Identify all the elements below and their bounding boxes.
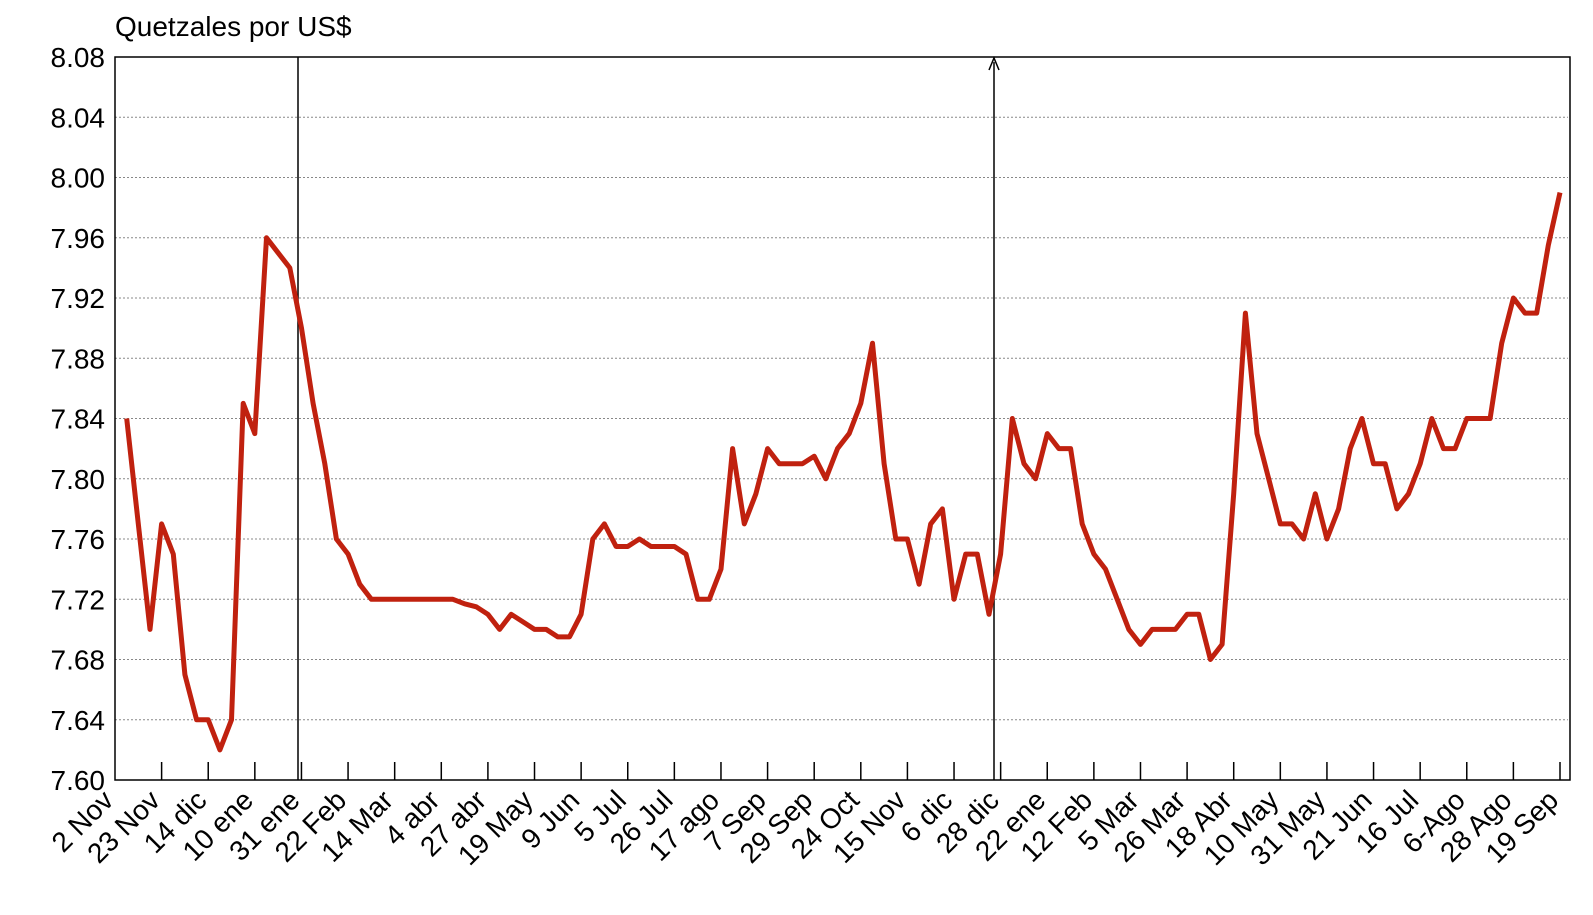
y-axis-title: Quetzales por US$ — [115, 11, 352, 42]
y-tick-label: 7.80 — [51, 464, 106, 495]
y-tick-label: 7.92 — [51, 283, 106, 314]
y-tick-label: 7.68 — [51, 645, 106, 676]
y-tick-label: 7.96 — [51, 223, 106, 254]
y-tick-label: 7.76 — [51, 524, 106, 555]
y-tick-label: 7.64 — [51, 705, 106, 736]
plot-frame — [114, 56, 1571, 781]
y-tick-label: 7.72 — [51, 584, 106, 615]
y-tick-label: 8.08 — [51, 42, 106, 73]
y-tick-label: 7.60 — [51, 765, 106, 796]
data-line — [124, 192, 1563, 753]
divider-arrow — [988, 56, 1000, 71]
y-tick-label: 8.04 — [51, 102, 106, 133]
y-tick-label: 8.00 — [51, 163, 106, 194]
y-tick-label: 7.84 — [51, 404, 106, 435]
y-tick-label: 7.88 — [51, 343, 106, 374]
